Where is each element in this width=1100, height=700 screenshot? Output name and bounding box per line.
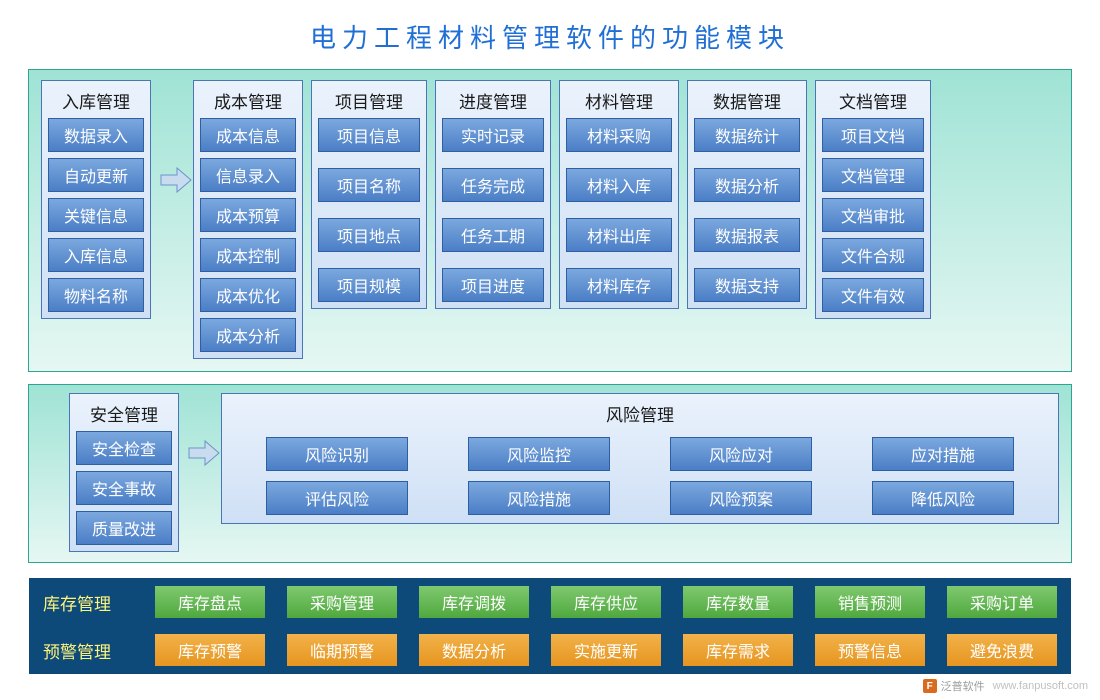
module-item: 物料名称 — [48, 278, 144, 312]
module-header: 入库管理 — [48, 85, 144, 118]
module-item: 项目名称 — [318, 168, 420, 202]
module-item: 入库信息 — [48, 238, 144, 272]
module-header: 进度管理 — [442, 85, 544, 118]
bottom-tag: 避免浪费 — [947, 634, 1057, 666]
arrow-right-icon — [187, 438, 221, 468]
module-item: 材料库存 — [566, 268, 672, 302]
module-item: 任务完成 — [442, 168, 544, 202]
module-item: 文件合规 — [822, 238, 924, 272]
module-item: 任务工期 — [442, 218, 544, 252]
panel-row2: 安全管理安全检查安全事故质量改进 风险管理风险识别 风险监控 风险应对 应对措施评估风… — [28, 384, 1072, 563]
module-item: 实时记录 — [442, 118, 544, 152]
bottom-row: 预警管理库存预警临期预警数据分析实施更新库存需求预警信息避免浪费 — [29, 626, 1071, 674]
module-box: 入库管理数据录入自动更新关键信息入库信息物料名称 — [41, 80, 151, 319]
module-item: 材料采购 — [566, 118, 672, 152]
module-item: 关键信息 — [48, 198, 144, 232]
bottom-row-label: 预警管理 — [43, 638, 133, 663]
module-item: 数据分析 — [694, 168, 800, 202]
module-item: 项目信息 — [318, 118, 420, 152]
module-item: 降低风险 — [872, 481, 1014, 515]
module-header: 材料管理 — [566, 85, 672, 118]
module-item: 项目规模 — [318, 268, 420, 302]
risk-grid: 风险识别 风险监控 风险应对 应对措施评估风险 风险措施 风险预案 降低风险 — [236, 431, 1044, 515]
module-item: 应对措施 — [872, 437, 1014, 471]
module-item: 风险预案 — [670, 481, 812, 515]
module-item: 评估风险 — [266, 481, 408, 515]
watermark: F 泛普软件 www.fanpusoft.com — [923, 678, 1088, 694]
module-item: 文档审批 — [822, 198, 924, 232]
module-header: 安全管理 — [76, 398, 172, 431]
module-item: 成本信息 — [200, 118, 296, 152]
module-box: 项目管理项目信息项目名称项目地点项目规模 — [311, 80, 427, 309]
page-title: 电力工程材料管理软件的功能模块 — [0, 0, 1100, 69]
watermark-brand: 泛普软件 — [941, 678, 985, 694]
module-item: 风险措施 — [468, 481, 610, 515]
watermark-icon: F — [923, 679, 937, 693]
arrow-container — [187, 393, 221, 513]
bottom-row-label: 库存管理 — [43, 590, 133, 615]
bottom-row: 库存管理库存盘点采购管理库存调拨库存供应库存数量销售预测采购订单 — [29, 578, 1071, 626]
module-header: 项目管理 — [318, 85, 420, 118]
module-box-risk: 风险管理风险识别 风险监控 风险应对 应对措施评估风险 风险措施 风险预案 降低风险 — [221, 393, 1059, 524]
bottom-tag: 库存调拨 — [419, 586, 529, 618]
bottom-tag: 采购管理 — [287, 586, 397, 618]
module-item: 数据报表 — [694, 218, 800, 252]
watermark-url: www.fanpusoft.com — [993, 680, 1088, 692]
module-item: 数据支持 — [694, 268, 800, 302]
module-item: 材料入库 — [566, 168, 672, 202]
bottom-tag: 库存预警 — [155, 634, 265, 666]
module-item: 项目文档 — [822, 118, 924, 152]
module-item: 质量改进 — [76, 511, 172, 545]
arrow-container — [159, 80, 193, 280]
bottom-tag: 临期预警 — [287, 634, 397, 666]
bottom-tag: 数据分析 — [419, 634, 529, 666]
module-item: 成本控制 — [200, 238, 296, 272]
module-header: 数据管理 — [694, 85, 800, 118]
panel-row1: 入库管理数据录入自动更新关键信息入库信息物料名称 成本管理成本信息信息录入成本预… — [28, 69, 1072, 372]
module-item: 自动更新 — [48, 158, 144, 192]
arrow-right-icon — [159, 165, 193, 195]
module-header: 风险管理 — [236, 398, 1044, 431]
bottom-tag: 库存盘点 — [155, 586, 265, 618]
module-box: 文档管理项目文档文档管理文档审批文件合规文件有效 — [815, 80, 931, 319]
bottom-tag: 销售预测 — [815, 586, 925, 618]
bottom-tag: 库存数量 — [683, 586, 793, 618]
module-item: 数据录入 — [48, 118, 144, 152]
module-item: 项目地点 — [318, 218, 420, 252]
module-item: 安全事故 — [76, 471, 172, 505]
module-item: 材料出库 — [566, 218, 672, 252]
module-item: 信息录入 — [200, 158, 296, 192]
bottom-tag: 采购订单 — [947, 586, 1057, 618]
module-box: 数据管理数据统计数据分析数据报表数据支持 — [687, 80, 807, 309]
module-item: 风险监控 — [468, 437, 610, 471]
module-item: 项目进度 — [442, 268, 544, 302]
bottom-tag: 库存需求 — [683, 634, 793, 666]
module-box-safety: 安全管理安全检查安全事故质量改进 — [69, 393, 179, 552]
module-box: 成本管理成本信息信息录入成本预算成本控制成本优化成本分析 — [193, 80, 303, 359]
module-item: 风险应对 — [670, 437, 812, 471]
module-header: 文档管理 — [822, 85, 924, 118]
bottom-tag: 实施更新 — [551, 634, 661, 666]
module-item: 成本优化 — [200, 278, 296, 312]
module-item: 文件有效 — [822, 278, 924, 312]
bottom-tag: 预警信息 — [815, 634, 925, 666]
bottom-panel: 库存管理库存盘点采购管理库存调拨库存供应库存数量销售预测采购订单预警管理库存预警… — [28, 577, 1072, 675]
module-item: 风险识别 — [266, 437, 408, 471]
module-item: 数据统计 — [694, 118, 800, 152]
module-item: 安全检查 — [76, 431, 172, 465]
module-item: 成本分析 — [200, 318, 296, 352]
module-box: 材料管理材料采购材料入库材料出库材料库存 — [559, 80, 679, 309]
module-item: 成本预算 — [200, 198, 296, 232]
bottom-tag: 库存供应 — [551, 586, 661, 618]
module-header: 成本管理 — [200, 85, 296, 118]
module-box: 进度管理实时记录任务完成任务工期项目进度 — [435, 80, 551, 309]
module-item: 文档管理 — [822, 158, 924, 192]
